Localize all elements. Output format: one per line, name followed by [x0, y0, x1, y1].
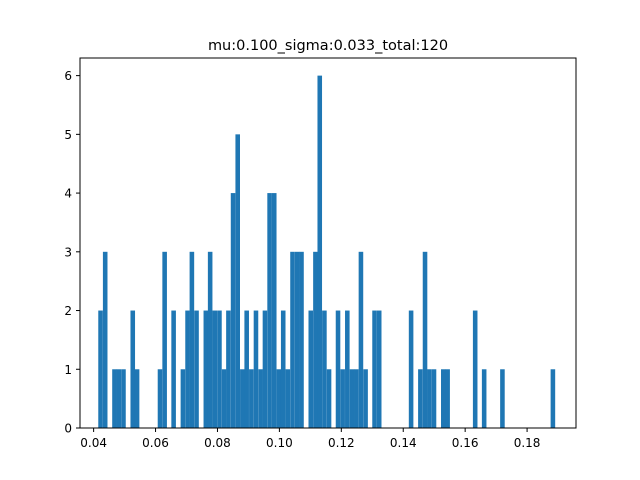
- x-tick-label: 0.18: [514, 436, 541, 450]
- histogram-bar: [500, 369, 505, 428]
- histogram-bar: [207, 251, 213, 428]
- chart-title: mu:0.100_sigma:0.033_total:120: [208, 38, 448, 54]
- histogram-bar: [226, 310, 231, 428]
- histogram-bar: [217, 310, 222, 428]
- histogram-bar: [98, 310, 103, 428]
- x-tick-label: 0.12: [328, 436, 355, 450]
- histogram-bars: [98, 75, 556, 429]
- histogram-bar: [212, 310, 218, 428]
- histogram-bar: [313, 251, 318, 428]
- y-tick-label: 6: [64, 69, 72, 83]
- x-tick-label: 0.16: [452, 436, 479, 450]
- histogram-bar: [376, 310, 382, 428]
- histogram-bar: [340, 369, 345, 428]
- histogram-bar: [290, 251, 295, 428]
- histogram-bar: [258, 369, 263, 428]
- x-tick-label: 0.08: [204, 436, 231, 450]
- histogram-bar: [299, 251, 304, 428]
- histogram-bar: [372, 310, 377, 428]
- histogram-bar: [354, 369, 359, 428]
- histogram-bar: [431, 369, 437, 428]
- x-tick-label: 0.14: [390, 436, 417, 450]
- histogram-bar: [171, 310, 176, 428]
- histogram-bar: [280, 310, 286, 428]
- histogram-bar: [317, 75, 323, 429]
- histogram-bar: [121, 369, 126, 428]
- histogram-bar: [349, 369, 355, 428]
- histogram-bar: [445, 369, 450, 428]
- histogram-bar: [326, 369, 332, 428]
- histogram-bar: [189, 251, 195, 428]
- y-tick-label: 2: [64, 304, 72, 318]
- histogram-bar: [481, 369, 487, 428]
- histogram-bar: [345, 310, 350, 428]
- histogram-bar: [408, 310, 414, 428]
- histogram-bar: [262, 310, 268, 428]
- histogram-bar: [322, 310, 327, 428]
- histogram-bar: [221, 369, 227, 428]
- histogram-bar: [472, 310, 478, 428]
- plot-frame: [79, 57, 577, 429]
- y-tick-label: 1: [64, 363, 72, 377]
- histogram-bar: [116, 369, 122, 428]
- histogram-bar: [276, 369, 282, 428]
- histogram-bar: [185, 310, 190, 428]
- histogram-bar: [422, 251, 428, 428]
- histogram-bar: [358, 251, 364, 428]
- histogram-bar: [235, 134, 240, 428]
- y-tick-label: 5: [64, 128, 72, 142]
- histogram-bar: [134, 369, 140, 428]
- histogram-bar: [308, 310, 314, 428]
- histogram-bar: [267, 193, 272, 428]
- histogram-bar: [550, 369, 556, 428]
- x-tick-label: 0.06: [142, 436, 169, 450]
- x-tick-label: 0.10: [266, 436, 293, 450]
- histogram-bar: [441, 369, 446, 428]
- histogram-bar: [130, 310, 136, 428]
- histogram-bar: [253, 310, 259, 428]
- x-tick-label: 0.04: [80, 436, 107, 450]
- histogram-bar: [418, 369, 423, 428]
- histogram-bar: [157, 369, 163, 428]
- histogram-bar: [285, 369, 291, 428]
- histogram-bar: [427, 369, 432, 428]
- y-tick-label: 4: [64, 187, 72, 201]
- histogram-bar: [271, 193, 277, 428]
- histogram-bar: [335, 310, 341, 428]
- histogram-bar: [102, 251, 108, 428]
- y-axis: 0 1 2 3 4 5 6: [64, 69, 80, 436]
- histogram-bar: [180, 369, 186, 428]
- histogram-bar: [244, 310, 249, 428]
- histogram-bar: [230, 193, 236, 428]
- histogram-bar: [194, 310, 199, 428]
- y-tick-label: 3: [64, 245, 72, 259]
- histogram-bar: [112, 369, 117, 428]
- histogram-bar: [203, 310, 209, 428]
- histogram-bar: [240, 369, 245, 428]
- x-axis: 0.04 0.06 0.08 0.10 0.12 0.14 0.16 0.18: [80, 428, 540, 450]
- histogram-bar: [249, 369, 254, 428]
- histogram-bar: [294, 251, 300, 428]
- y-tick-label: 0: [64, 422, 72, 436]
- histogram-bar: [162, 251, 167, 428]
- histogram-bar: [363, 369, 368, 428]
